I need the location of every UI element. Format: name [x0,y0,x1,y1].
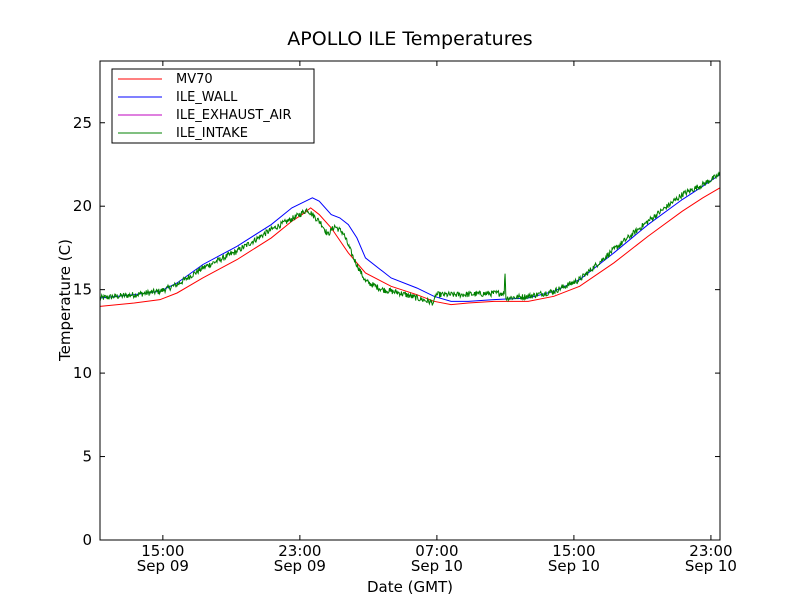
x-tick-label-date: Sep 10 [685,557,737,575]
x-tick-label-date: Sep 09 [274,557,326,575]
y-axis-label: Temperature (C) [56,239,74,362]
series-line-mv70 [99,187,721,307]
series-line-ile-intake [99,171,721,306]
x-tick-label-time: 15:00 [552,542,595,560]
y-tick-label: 0 [82,531,92,549]
x-tick-label-date: Sep 10 [411,557,463,575]
y-axis: 0 5 10 15 20 25 [73,114,720,549]
y-tick-label: 5 [82,448,92,466]
legend-label-ile-exhaust-air: ILE_EXHAUST_AIR [176,108,292,123]
legend-label-mv70: MV70 [176,72,213,87]
x-tick-label-time: 23:00 [278,542,321,560]
x-axis-label: Date (GMT) [367,578,453,596]
legend-label-ile-wall: ILE_WALL [176,90,238,105]
legend: MV70 ILE_WALL ILE_EXHAUST_AIR ILE_INTAKE [111,68,315,144]
x-tick-label-time: 23:00 [689,542,732,560]
legend-label-ile-intake: ILE_INTAKE [176,126,248,141]
x-tick-label-time: 15:00 [141,542,184,560]
y-tick-label: 25 [73,114,92,132]
plot-frame [99,60,721,541]
x-tick-label-time: 07:00 [415,542,458,560]
chart-title: APOLLO ILE Temperatures [287,28,532,50]
y-tick-label: 15 [73,281,92,299]
x-tick-label-date: Sep 10 [548,557,600,575]
x-tick-label-date: Sep 09 [137,557,189,575]
y-tick-label: 10 [73,364,92,382]
plot-lines [99,171,721,307]
y-tick-label: 20 [73,197,92,215]
legend-box [111,68,315,144]
